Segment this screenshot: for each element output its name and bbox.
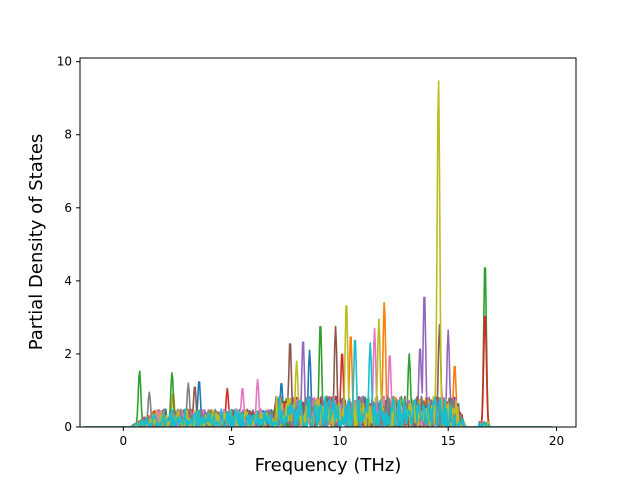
x-tick-label: 5 [228, 434, 236, 448]
y-tick-label: 10 [57, 55, 72, 69]
x-tick-label: 15 [441, 434, 456, 448]
x-tick-label: 20 [549, 434, 564, 448]
y-tick-label: 2 [64, 347, 72, 361]
y-tick-label: 8 [64, 128, 72, 142]
plot-frame [79, 57, 577, 428]
y-tick-label: 0 [64, 420, 72, 434]
x-tick-label: 0 [119, 434, 127, 448]
y-tick-label: 6 [64, 201, 72, 215]
y-axis-label: Partial Density of States [26, 134, 47, 351]
x-tick-label: 10 [332, 434, 347, 448]
y-tick-label: 4 [64, 274, 72, 288]
x-axis-label: Frequency (THz) [255, 455, 402, 476]
x-axis-ticks: 0 5 10 15 20 [119, 427, 564, 448]
pdos-series-line [84, 339, 553, 427]
y-axis-ticks: 0 2 4 6 8 10 [57, 55, 80, 434]
